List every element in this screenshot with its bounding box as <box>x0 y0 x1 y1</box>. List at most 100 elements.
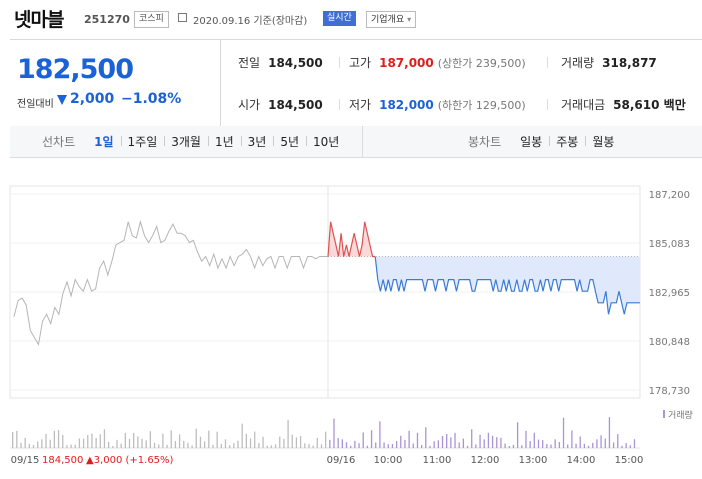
volume-bar <box>579 436 581 448</box>
prev-close-value: 184,500 <box>268 56 323 70</box>
volume-bar <box>450 437 452 448</box>
high-value: 187,000 <box>379 56 434 70</box>
trade-value-label: 거래대금 <box>561 98 606 112</box>
company-info-dropdown[interactable]: 기업개요 ▾ <box>366 11 417 28</box>
y-tick-label: 178,730 <box>649 386 690 397</box>
volume-bar <box>542 440 544 448</box>
volume-bar <box>312 445 314 448</box>
prev-close-label: 전일 <box>238 56 261 70</box>
volume-bar <box>183 440 185 448</box>
volume-bar <box>412 443 414 448</box>
volume: 거래량 318,877 <box>561 54 657 71</box>
volume-bar <box>241 423 243 448</box>
volume-bar <box>446 434 448 448</box>
stock-header: 넷마블 251270 코스피 2020.09.16 기준(장마감) 실시간 기업… <box>0 0 702 38</box>
low-value: 182,000 <box>379 98 434 112</box>
volume-bar <box>587 445 590 448</box>
volume-bar <box>254 431 256 448</box>
volume-bar <box>116 439 118 448</box>
chart-grid <box>9 185 641 399</box>
volume-bar <box>237 440 239 448</box>
divider <box>339 99 340 110</box>
volume-bar <box>95 437 97 448</box>
volume-bar <box>220 444 222 448</box>
volume-bar <box>462 438 465 448</box>
volume-bar <box>600 435 602 448</box>
x-tick-label: 09/15 <box>11 455 40 466</box>
candle-monthly[interactable]: 월봉 <box>585 133 621 150</box>
period-3y[interactable]: 3년 <box>240 133 274 150</box>
volume-bar <box>191 445 193 448</box>
x-tick-label: 14:00 <box>567 455 596 466</box>
volume-value: 318,877 <box>602 56 657 70</box>
x-axis-labels: 09/15 09/16 10:00 11:00 12:00 13:00 14:00 15:00… <box>11 455 644 466</box>
volume-bar <box>420 445 423 448</box>
period-1w[interactable]: 1주일 <box>120 133 165 150</box>
volume-bar <box>16 430 18 448</box>
volume-bar <box>229 445 231 448</box>
volume-bar <box>99 434 101 448</box>
volume-bar <box>82 438 85 448</box>
line-chart-label: 선차트 <box>42 135 76 149</box>
volume-bar <box>145 440 147 448</box>
volume-bar <box>454 432 456 448</box>
stock-name[interactable]: 넷마블 <box>14 9 64 31</box>
volume-bar <box>74 444 76 448</box>
period-3m[interactable]: 3개월 <box>164 133 208 150</box>
volume-bar <box>562 417 565 448</box>
period-selector-bar: 선차트 1일 1주일 3개월 1년 3년 5년 10년 봉차트 일봉 주봉 월봉 <box>10 126 702 158</box>
volume-bar <box>153 442 156 448</box>
low-price: 저가 182,000 (하한가 129,500) <box>349 96 526 113</box>
prev-change-text: ▲3,000 (+1.65%) <box>86 455 174 466</box>
realtime-button[interactable]: 실시간 <box>323 11 356 26</box>
period-1d[interactable]: 1일 <box>94 135 114 149</box>
volume-bar <box>621 445 623 448</box>
stock-code: 251270 <box>84 13 130 26</box>
period-1y[interactable]: 1년 <box>207 133 241 150</box>
volume-bar <box>341 439 343 448</box>
line-chart-periods: 선차트 1일 1주일 3개월 1년 3년 5년 10년 <box>42 126 346 157</box>
y-tick-label: 180,848 <box>649 337 690 348</box>
volume-bar <box>45 433 47 448</box>
upper-limit: (상한가 239,500) <box>437 57 526 70</box>
volume-bar <box>320 444 323 448</box>
company-info-label: 기업개요 <box>371 15 405 25</box>
volume-bar <box>479 434 481 448</box>
price-change-percent: −1.08% <box>121 91 182 107</box>
lower-limit: (하한가 129,500) <box>437 99 526 112</box>
volume-bar <box>554 439 556 448</box>
candle-chart-periods: 봉차트 일봉 주봉 월봉 <box>468 126 621 157</box>
volume-bar <box>53 430 56 448</box>
volume-bar <box>41 439 43 448</box>
volume-bar <box>604 438 606 448</box>
volume-bar <box>575 443 577 448</box>
volume-bar <box>295 437 298 448</box>
period-5y[interactable]: 5년 <box>273 133 306 150</box>
volume-bar <box>383 442 385 448</box>
volume-bar <box>592 442 594 448</box>
volume-legend: 거래량 <box>668 409 693 421</box>
volume-bar <box>466 445 469 448</box>
volume-bar <box>508 445 510 448</box>
volume-bar <box>28 444 30 448</box>
volume-bar <box>583 443 586 448</box>
prev-day-line <box>13 219 328 346</box>
volume-bar <box>212 444 214 448</box>
candle-weekly[interactable]: 주봉 <box>549 133 585 150</box>
open-value: 184,500 <box>268 98 323 112</box>
volume-bar <box>170 430 172 448</box>
high-label: 고가 <box>349 56 372 70</box>
volume-bar <box>366 445 369 448</box>
volume-bar <box>304 443 306 448</box>
open-price: 시가 184,500 <box>238 96 323 113</box>
current-price-box: 182,500 전일대비 2,000 −1.08% <box>10 40 221 126</box>
volume-bar <box>174 441 177 448</box>
volume-bar <box>274 444 277 448</box>
period-10y[interactable]: 10년 <box>306 133 346 150</box>
base-date: 2020.09.16 기준(장마감) <box>193 16 308 27</box>
volume-bar <box>128 438 131 448</box>
high-price: 고가 187,000 (상한가 239,500) <box>349 54 526 71</box>
candle-daily[interactable]: 일봉 <box>520 135 543 149</box>
divider <box>339 57 340 68</box>
